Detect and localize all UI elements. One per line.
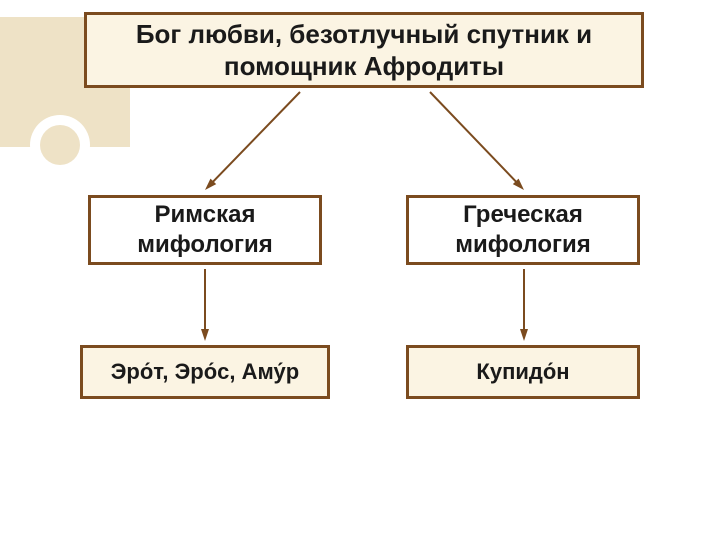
title-text: Бог любви, безотлучный спутник и помощни… xyxy=(95,18,633,83)
greek-names: Купидо́н xyxy=(476,359,569,385)
roman-names-box: Эро́т, Эро́с, Аму́р xyxy=(80,345,330,399)
greek-names-box: Купидо́н xyxy=(406,345,640,399)
title-box: Бог любви, безотлучный спутник и помощни… xyxy=(84,12,644,88)
greek-mythology-box: Греческая мифология xyxy=(406,195,640,265)
roman-label: Римская мифология xyxy=(99,200,311,260)
slide: Бог любви, безотлучный спутник и помощни… xyxy=(0,0,720,540)
greek-label: Греческая мифология xyxy=(417,200,629,260)
roman-mythology-box: Римская мифология xyxy=(88,195,322,265)
roman-names: Эро́т, Эро́с, Аму́р xyxy=(111,359,299,385)
